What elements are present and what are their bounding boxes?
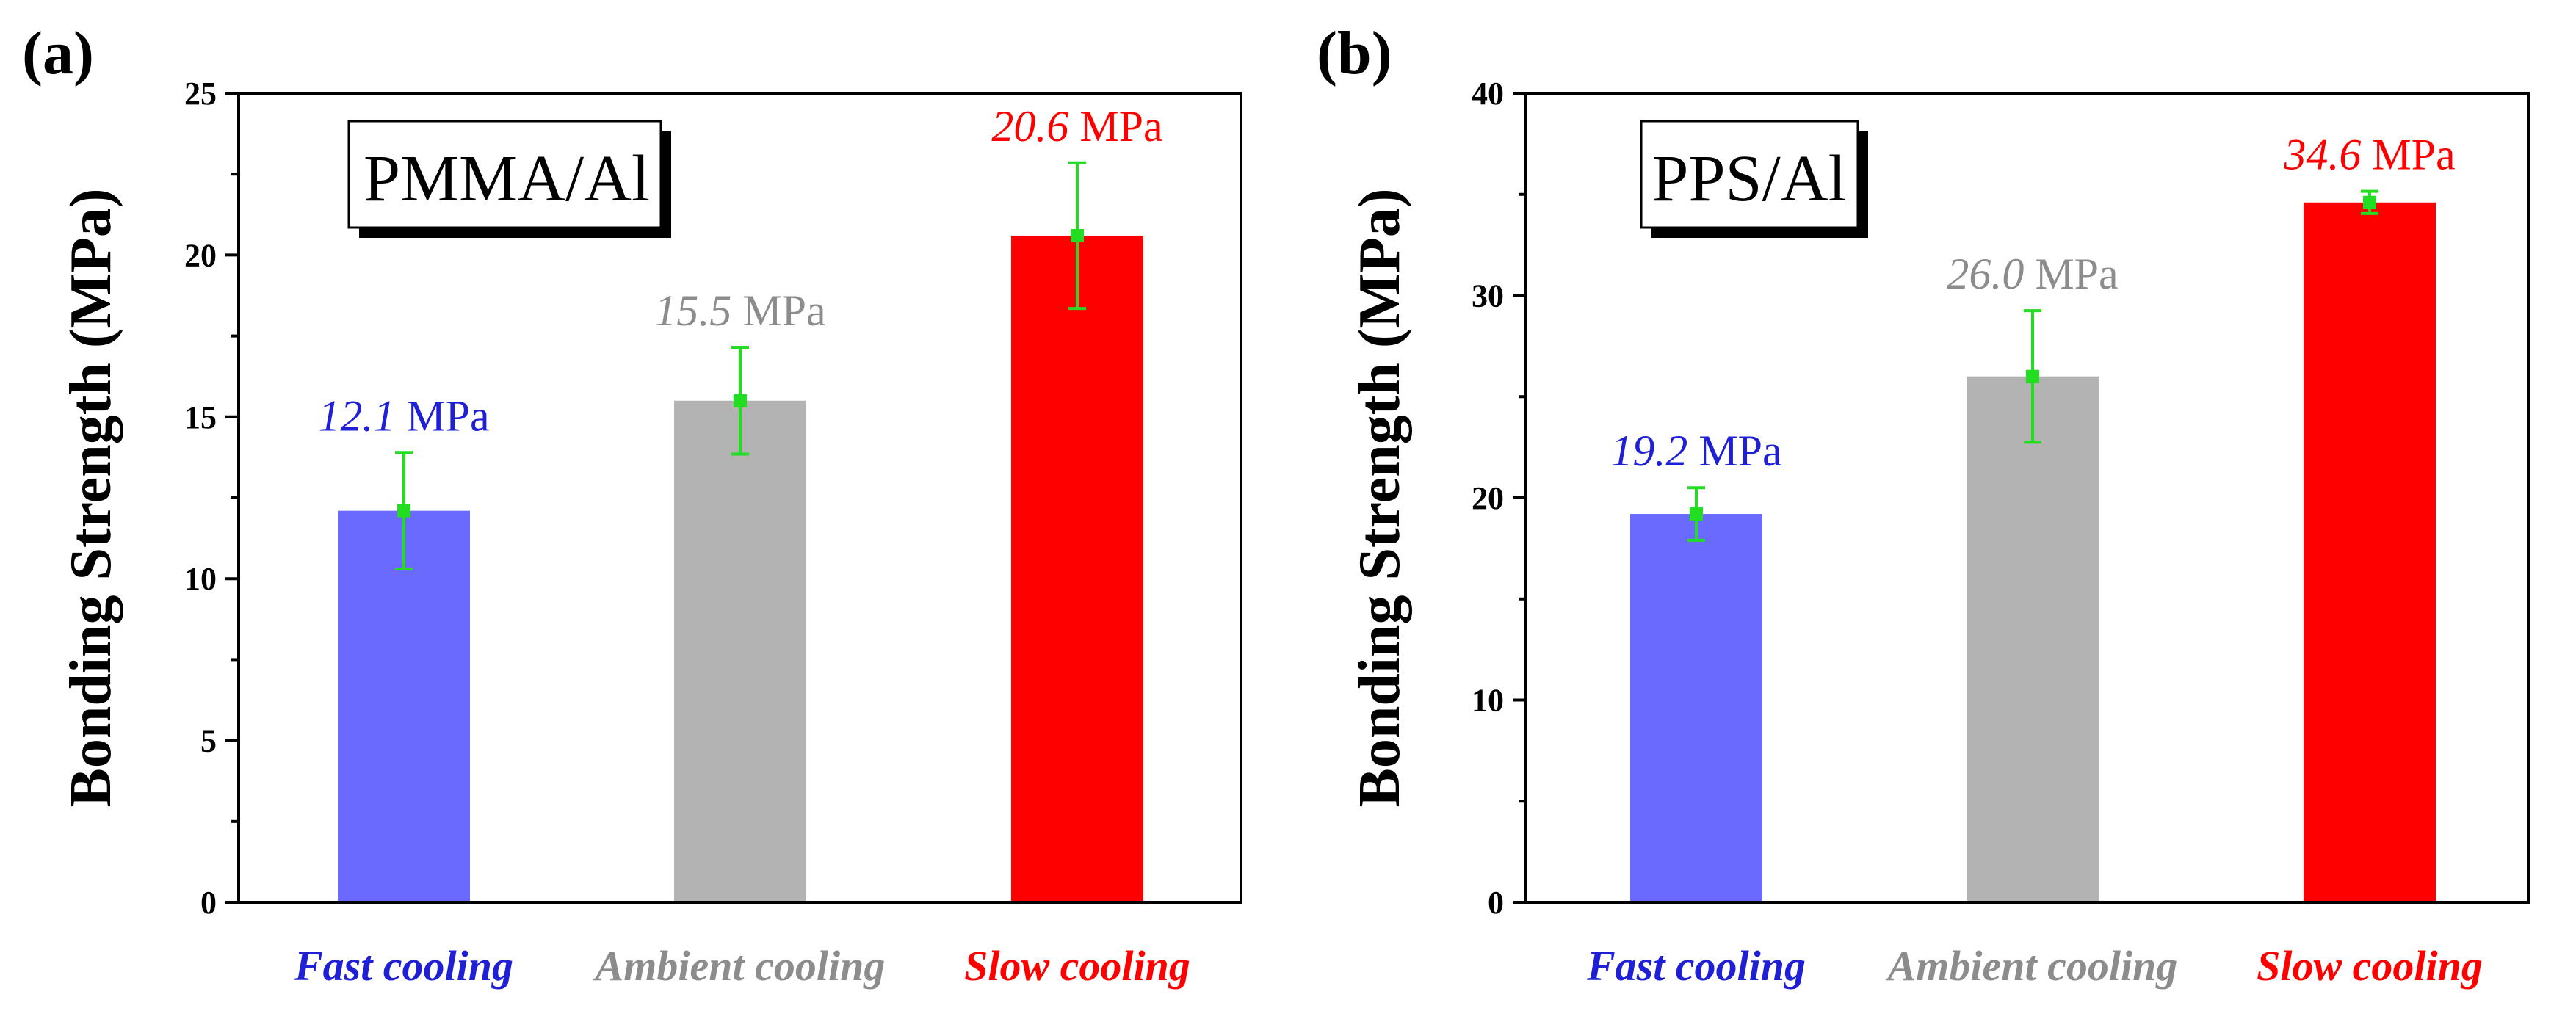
error-bar [2024,309,2041,444]
mean-marker [2363,195,2376,209]
y-tick-label: 10 [1472,683,1504,719]
error-bar [2361,189,2378,215]
bar-fast-cooling [1630,514,1762,902]
inset-box [347,120,662,229]
y-tick-label: 10 [184,561,217,597]
y-tick-label: 15 [184,399,217,435]
error-bar [1068,161,1086,311]
data-label: 20.6 MPa [991,102,1162,151]
y-tick-label: 20 [1472,480,1504,516]
mean-marker [397,504,410,518]
data-label: 26.0 MPa [1947,250,2118,298]
error-bar [1687,486,1705,542]
material-label: PPS/Al [1651,142,1846,215]
bar-slow-cooling [1011,235,1143,902]
error-bar [731,346,749,456]
y-axis-title: Bonding Strength (MPa) [1347,188,1412,807]
x-category-label: Slow cooling [964,942,1190,990]
mean-marker [1690,507,1703,521]
chart-panel-a: (a) 12.1 MPa 15.5 MPa 20.6 MPa 0 5 10 15 20 25 Bon… [22,19,1242,990]
mean-marker [734,394,747,407]
mean-marker [2026,369,2039,383]
y-tick-label: 25 [184,76,217,112]
y-tick-label: 0 [200,885,217,921]
chart-panel-b: (b) 19.2 MPa 26.0 MPa 34.6 MPa 0 10 20 30 40 Bond… [1317,19,2530,990]
inset-box [1640,120,1859,229]
error-bar [395,451,413,570]
y-tick-label: 30 [1472,278,1504,314]
y-tick-label: 0 [1488,885,1504,921]
data-label: 34.6 MPa [2283,131,2455,179]
x-category-label: Fast cooling [294,942,513,990]
bar-slow-cooling [2304,202,2436,902]
x-category-label: Ambient cooling [1886,942,2178,990]
x-category-label: Ambient cooling [593,942,886,990]
material-label: PMMA/Al [363,142,650,215]
y-tick-label: 40 [1472,76,1504,112]
y-tick-label: 5 [200,723,217,759]
data-label: 19.2 MPa [1610,427,1781,475]
bar-ambient-cooling [1967,376,2099,902]
data-label: 12.1 MPa [318,391,489,440]
x-category-label: Fast cooling [1586,942,1806,990]
panel-label: (a) [22,19,94,87]
y-tick-label: 20 [184,237,217,273]
x-category-label: Slow cooling [2257,942,2483,990]
data-label: 15.5 MPa [654,286,825,335]
y-axis-title: Bonding Strength (MPa) [59,188,123,807]
bar-ambient-cooling [674,400,806,902]
panel-label: (b) [1317,19,1392,87]
mean-marker [1071,228,1084,242]
bar-fast-cooling [338,510,470,902]
